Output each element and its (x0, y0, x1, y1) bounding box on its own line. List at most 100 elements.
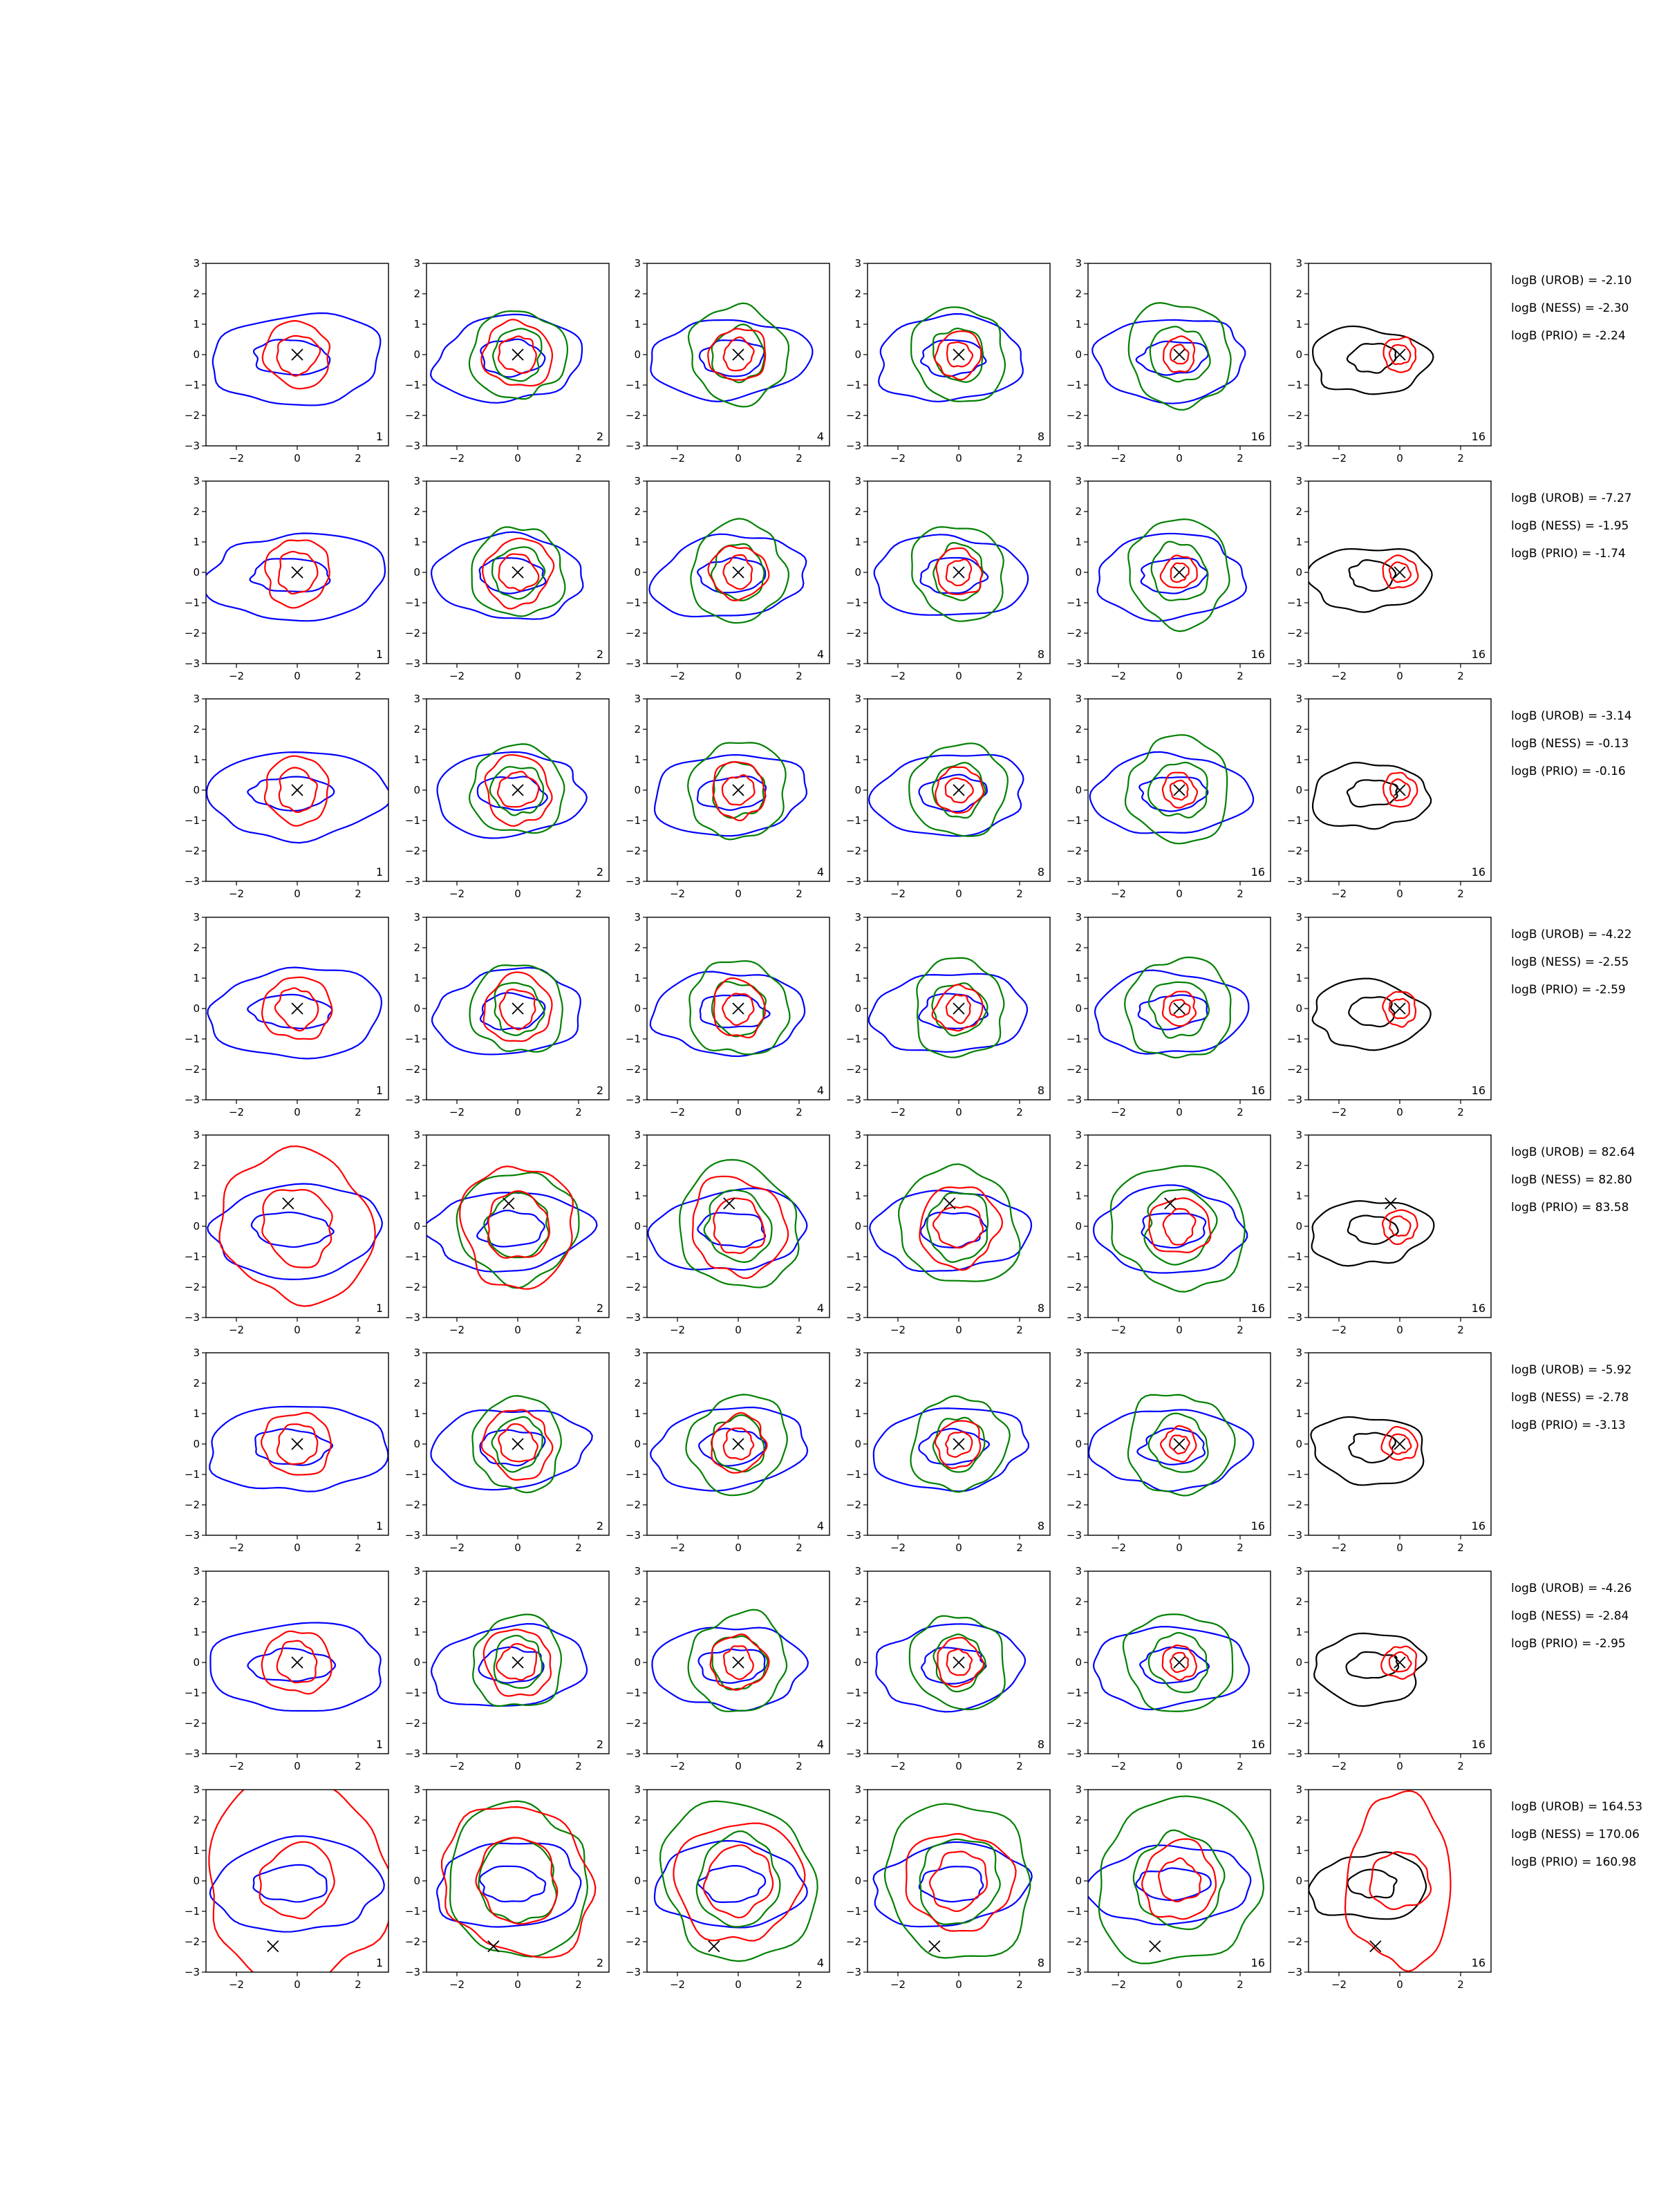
contour-layer (1311, 977, 1432, 1051)
x-tick-label: 0 (514, 1760, 521, 1772)
y-tick-label: 2 (1295, 288, 1302, 300)
green-contour-line (478, 1837, 558, 1924)
y-tick-label: 1 (1295, 1190, 1302, 1202)
logb-annotation: logB (NESS) = -0.13 (1511, 737, 1629, 751)
y-tick-label: 0 (193, 1002, 200, 1015)
y-tick-label: 3 (854, 1783, 861, 1796)
red-contour-line (1388, 1651, 1412, 1673)
red-contour-line (482, 1629, 552, 1697)
y-tick-label: −2 (846, 1717, 861, 1730)
y-tick-label: 0 (634, 566, 641, 579)
y-tick-label: 3 (413, 1129, 420, 1141)
y-tick-label: 0 (634, 348, 641, 361)
red-contour-line (263, 755, 330, 827)
panel-label: 1 (376, 430, 383, 443)
x-tick-label: 2 (796, 1324, 803, 1336)
blue-contour-line (247, 776, 335, 812)
black-contour-line (1311, 325, 1434, 395)
y-tick-label: 3 (1075, 257, 1082, 270)
contour-layer (869, 1163, 1033, 1282)
y-tick-label: 1 (634, 536, 641, 548)
y-tick-label: 2 (1295, 505, 1302, 518)
subplot-panel: −3 −2 −1 0 1 2 3 −2 0 2 2 (405, 1347, 610, 1554)
red-contour-line (702, 1844, 774, 1919)
green-contour-line (1143, 1188, 1218, 1266)
red-contour-line (498, 1423, 538, 1463)
subplot-panel: −3 −2 −1 0 1 2 3 −2 0 2 4 (626, 1347, 830, 1554)
y-tick-label: 0 (413, 1438, 420, 1450)
y-tick-label: 0 (634, 784, 641, 796)
contour-layer (212, 312, 382, 406)
y-tick-label: −3 (405, 1966, 420, 1978)
green-contour-line (471, 526, 566, 617)
x-tick-label: −2 (1331, 1324, 1347, 1336)
red-contour-line (482, 537, 555, 610)
y-tick-label: −3 (846, 1747, 861, 1760)
x-tick-label: 0 (514, 452, 521, 465)
y-tick-label: 2 (193, 1595, 200, 1608)
green-contour-line (1124, 734, 1228, 845)
red-contour-line (1162, 335, 1196, 373)
y-tick-label: 2 (193, 288, 200, 300)
red-contour-line (928, 1850, 988, 1913)
x-tick-label: 0 (514, 888, 521, 900)
y-tick-label: −2 (185, 845, 200, 857)
panel-label: 16 (1472, 1519, 1485, 1533)
blue-contour-line (1140, 557, 1208, 594)
y-tick-label: 0 (1075, 1002, 1082, 1015)
x-tick-label: 0 (735, 1324, 742, 1336)
green-contour-line (1147, 981, 1210, 1039)
y-tick-label: 1 (634, 753, 641, 766)
x-tick-label: −2 (890, 670, 906, 682)
y-tick-label: 3 (413, 475, 420, 487)
x-marker (732, 348, 744, 361)
red-contour-line (946, 341, 974, 368)
y-tick-label: −1 (1067, 1687, 1082, 1699)
panel-label: 4 (817, 1084, 824, 1097)
y-tick-label: 1 (193, 753, 200, 766)
logb-annotation: logB (UROB) = 82.64 (1511, 1145, 1635, 1159)
red-contour-line (480, 1409, 554, 1481)
panel-label: 1 (376, 1956, 383, 1969)
subplot-panel: −3 −2 −1 0 1 2 3 −2 0 2 16 (1287, 1129, 1492, 1336)
x-marker (512, 348, 524, 361)
y-tick-label: −1 (846, 1905, 861, 1918)
green-contour-line (908, 742, 1009, 837)
x-tick-label: 0 (1396, 1760, 1403, 1772)
red-contour-line (208, 1790, 388, 1972)
x-tick-label: 0 (955, 888, 962, 900)
y-tick-label: −2 (1287, 1936, 1302, 1948)
panel-label: 8 (1038, 430, 1044, 443)
y-tick-label: 1 (634, 1844, 641, 1857)
panel-label: 8 (1038, 1519, 1044, 1533)
y-tick-label: 1 (854, 1844, 861, 1857)
green-contour-line (1098, 1795, 1265, 1965)
blue-contour-line (697, 1212, 767, 1248)
y-tick-label: 2 (854, 505, 861, 518)
black-contour-line (1345, 1651, 1400, 1679)
y-tick-label: 2 (193, 723, 200, 735)
y-tick-label: −1 (185, 597, 200, 609)
blue-contour-line (207, 966, 383, 1060)
panel-label: 2 (597, 865, 603, 879)
subplot-panel: −3 −2 −1 0 1 2 3 −2 0 2 16 (1067, 1347, 1271, 1554)
contour-layer (1310, 1416, 1425, 1486)
y-tick-label: 2 (634, 1377, 641, 1389)
green-contour-line (908, 1615, 1006, 1711)
y-tick-label: 1 (1295, 753, 1302, 766)
y-tick-label: 0 (193, 1656, 200, 1669)
x-tick-label: 2 (1016, 1978, 1023, 1991)
y-tick-label: 3 (413, 1347, 420, 1359)
x-tick-label: 2 (355, 1760, 362, 1772)
x-marker (1164, 1197, 1177, 1210)
contour-layer (207, 966, 383, 1060)
blue-contour-line (212, 312, 382, 406)
x-tick-label: 0 (955, 1760, 962, 1772)
x-tick-label: 0 (955, 1324, 962, 1336)
y-tick-label: 2 (1075, 723, 1082, 735)
contour-layer (436, 1800, 597, 1958)
logb-annotation: logB (UROB) = -7.27 (1511, 491, 1632, 505)
green-contour-line (685, 1394, 788, 1497)
green-contour-line (468, 310, 569, 400)
